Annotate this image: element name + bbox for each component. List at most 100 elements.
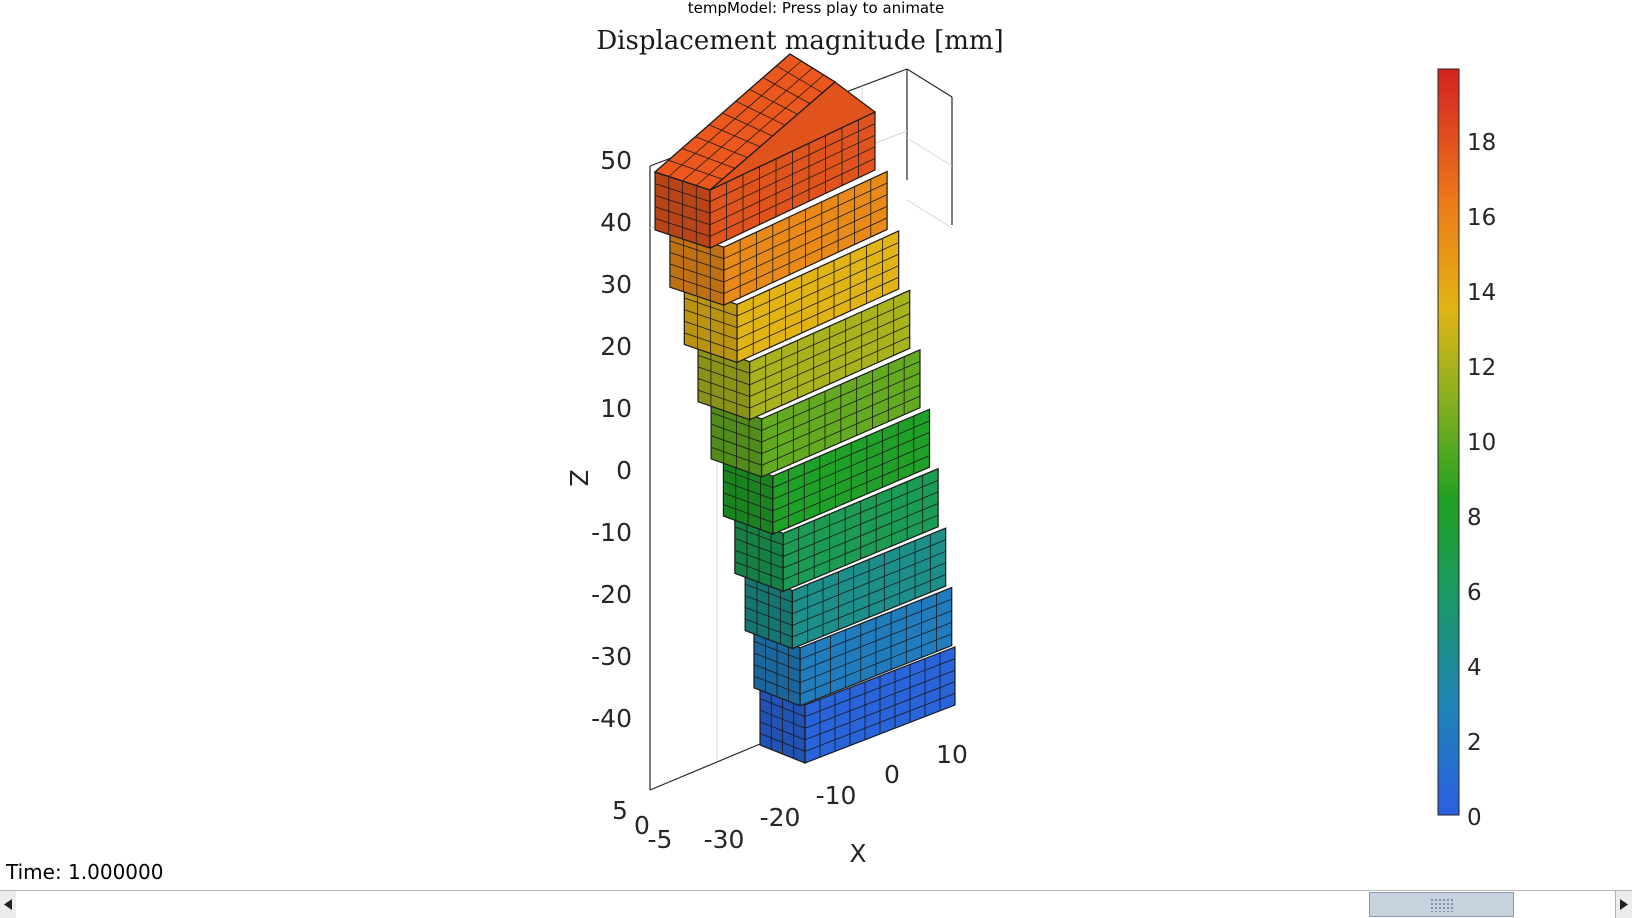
arrow-left-icon [4,899,12,910]
mesh-grid-line [759,721,806,741]
mesh-grid-line [723,504,773,523]
mesh-grid-line [772,432,930,500]
colorbar-tick-label: 16 [1467,205,1496,231]
mesh-grid-line [697,354,750,374]
mesh-grid-line [684,309,738,329]
mesh-grid-line [783,479,939,546]
x-axis-label: X [849,839,866,868]
mesh-grid-line [684,320,738,340]
z-axis-label: Z [564,469,593,486]
colorbar-ticks: 18 16 14 12 10 8 6 4 2 0 [1467,130,1496,831]
mesh-grid-line [804,669,956,729]
mesh-grid-line [799,621,952,683]
mesh-grid-line [709,123,876,202]
z-tick-label: 30 [600,270,632,299]
y-axis-ticks: 5 0 -5 [612,796,672,854]
z-tick-label: 10 [600,394,632,423]
mesh-grid-line [744,606,793,626]
x-tick-label: 10 [936,740,968,769]
mesh-grid-line [669,275,724,295]
colorbar-tick-label: 18 [1467,130,1496,156]
z-axis-ticks: 50 40 30 20 10 0 -10 -20 -30 -40 [591,146,632,733]
mesh-grid-line [710,446,762,466]
mesh-grid-line [710,435,762,455]
mesh-grid-line [783,491,939,557]
z-tick-label: 50 [600,146,632,175]
mesh-grid-line [669,252,724,271]
mesh-side-face [709,81,877,191]
colorbar-tick-label: 2 [1467,730,1482,756]
colorbar-tick-label: 0 [1467,805,1482,831]
mesh-grid-line [723,182,888,260]
mesh-grid-line [792,550,946,615]
mesh-grid-line [697,389,750,409]
y-tick-label: 5 [612,796,628,825]
mesh-grid-line [753,641,801,660]
mesh-grid-line [749,301,910,374]
plot-area[interactable]: 50 40 30 20 10 0 -10 -20 -30 -40 Z -30 -… [0,0,1632,890]
z-tick-label: -10 [591,518,632,547]
x-axis-ticks: -30 -20 -10 0 10 [704,740,968,854]
z-tick-label: -30 [591,642,632,671]
x-tick-label: -20 [760,803,801,832]
colorbar-tick-label: 4 [1467,655,1482,681]
mesh-grid-line [734,561,784,581]
mesh-grid-line [734,526,784,546]
mesh-grid-line [759,709,806,729]
scroll-thumb[interactable] [1369,892,1514,917]
mesh-grid-line [761,372,921,443]
mesh-grid-line [744,595,793,615]
mesh-grid-line [749,324,910,397]
mesh-grid-line [772,443,930,512]
z-tick-label: 40 [600,208,632,237]
mesh-grid-line [772,455,930,523]
mesh-grid-line [654,194,711,214]
window-title: tempModel: Press play to animate [687,0,945,17]
y-tick-label: -5 [648,825,673,854]
mesh-grid-line [799,633,952,695]
colorbar [1437,68,1460,816]
mesh-grid-line [669,240,724,260]
mesh-grid-line [709,146,876,226]
mesh-grid-line [654,183,711,202]
mesh-grid-line [684,297,738,317]
mesh-grid-line [804,681,956,741]
mesh-grid-line [753,652,801,672]
mesh-grid-line [783,514,939,581]
mesh-grid-line [736,242,899,317]
mesh-grid-line [799,610,952,672]
mesh-grid-line [709,158,876,237]
mesh-grid-line [695,74,825,186]
mesh-grid-line [668,60,802,177]
mesh-grid-line [792,574,946,638]
scroll-right-button[interactable] [1615,891,1632,918]
x-tick-label: 0 [884,760,900,789]
colorbar-tick-label: 8 [1467,505,1482,531]
x-tick-label: -30 [704,825,745,854]
mesh-grid-line [759,733,806,752]
mesh-grid-line [749,313,910,386]
mesh-grid-line [783,503,939,569]
y-tick-label: 0 [634,811,650,840]
scroll-left-button[interactable] [0,891,17,918]
colorbar-tick-label: 10 [1467,430,1496,456]
mesh-grid-line [669,263,724,283]
mesh-grid-line [684,332,738,352]
mesh-grid-line [736,253,899,329]
mesh-grid-line [753,664,801,683]
mesh-grid-line [759,698,806,717]
scroll-track[interactable] [16,891,1616,918]
time-scrollbar[interactable] [0,890,1632,918]
mesh-grid-line [744,618,793,638]
mesh-grid-line [761,395,921,466]
mesh-grid-line [723,205,888,283]
z-tick-label: 20 [600,332,632,361]
mesh-grid-line [654,218,711,237]
mesh-grid-line [792,539,946,603]
mesh-grid-line [753,675,801,695]
arrow-right-icon [1620,899,1628,910]
x-tick-label: -10 [816,781,857,810]
colorbar-tick-label: 14 [1467,280,1496,306]
mesh-grid-line [734,549,784,569]
mesh-grid-line [709,134,876,214]
